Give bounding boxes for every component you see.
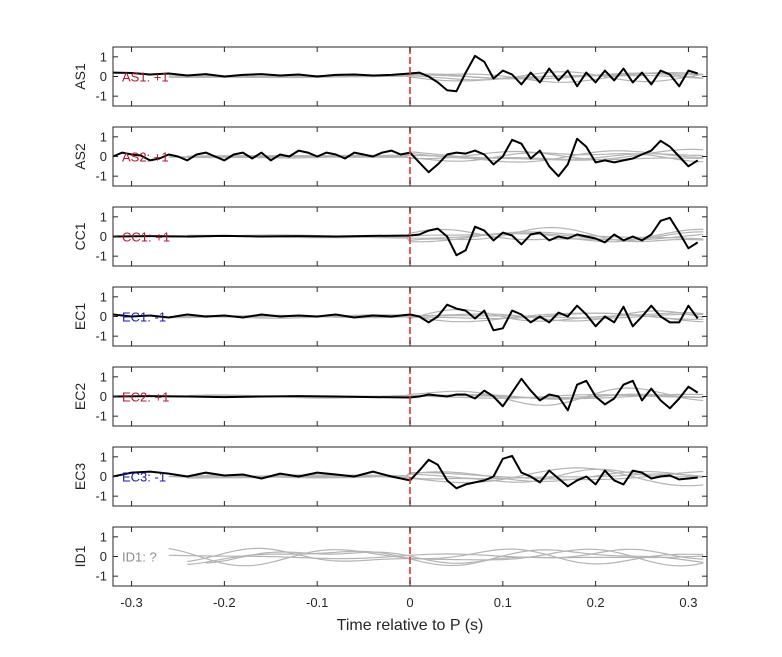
x-tick-label: -0.1 bbox=[306, 595, 328, 610]
y-tick-label: -1 bbox=[95, 409, 107, 424]
panel-as2: 1 0 -1 AS2 AS2: +1 bbox=[72, 126, 708, 187]
polarity-annotation: AS1: +1 bbox=[122, 70, 169, 85]
y-tick-label: 0 bbox=[100, 69, 107, 84]
polarity-annotation: AS2: +1 bbox=[122, 150, 169, 165]
grey-trace bbox=[168, 553, 704, 560]
grey-trace bbox=[187, 549, 704, 567]
x-tick-label: 0.3 bbox=[679, 595, 697, 610]
y-tick-label: 1 bbox=[100, 449, 107, 464]
panels-layer: 1 0 -1 AS1 AS1: +1 1 0 -1 AS2 AS2: +1 1 0 -1 CC1 CC1: … bbox=[72, 46, 708, 587]
waveform-line-cc1 bbox=[112, 216, 699, 257]
panel-as1: 1 0 -1 AS1 AS1: +1 bbox=[72, 46, 708, 107]
y-tick-label: 0 bbox=[100, 309, 107, 324]
panel-id1: 1 0 -1 ID1 ID1: ? bbox=[72, 526, 708, 587]
polarity-annotation: ID1: ? bbox=[122, 550, 157, 565]
y-tick-label: 1 bbox=[100, 129, 107, 144]
y-axis-label: AS1 bbox=[72, 63, 88, 90]
y-tick-label: 0 bbox=[100, 469, 107, 484]
grey-trace bbox=[168, 548, 704, 567]
y-tick-label: 0 bbox=[100, 229, 107, 244]
polarity-annotation: CC1: +1 bbox=[122, 230, 170, 245]
y-tick-label: 0 bbox=[100, 149, 107, 164]
grey-trace bbox=[187, 226, 704, 243]
y-tick-label: -1 bbox=[95, 89, 107, 104]
x-tick-label: -0.2 bbox=[213, 595, 235, 610]
y-tick-label: -1 bbox=[95, 489, 107, 504]
waveform-line-ec2 bbox=[112, 377, 699, 412]
polarity-annotation: EC2: +1 bbox=[122, 390, 169, 405]
y-tick-label: 1 bbox=[100, 369, 107, 384]
y-tick-label: 1 bbox=[100, 209, 107, 224]
x-tick-label: 0.1 bbox=[494, 595, 512, 610]
y-tick-label: 1 bbox=[100, 49, 107, 64]
polarity-annotation: EC1: -1 bbox=[122, 310, 166, 325]
grey-traces bbox=[168, 148, 704, 163]
waveform-line-ec3 bbox=[112, 454, 698, 490]
y-tick-label: -1 bbox=[95, 569, 107, 584]
grey-traces bbox=[168, 71, 704, 83]
panel-cc1: 1 0 -1 CC1 CC1: +1 bbox=[72, 206, 708, 267]
grey-trace bbox=[187, 547, 704, 565]
y-axis-label: EC1 bbox=[72, 303, 88, 330]
y-axis-label: EC3 bbox=[72, 463, 88, 490]
panel-ec2: 1 0 -1 EC2 EC2: +1 bbox=[72, 366, 708, 427]
x-tick-labels: -0.3 -0.2 -0.1 0 0.1 0.2 0.3 bbox=[120, 595, 697, 610]
y-axis-label: ID1 bbox=[72, 545, 88, 567]
panel-ec3: 1 0 -1 EC3 EC3: -1 bbox=[72, 446, 708, 507]
panel-ec1: 1 0 -1 EC1 EC1: -1 bbox=[72, 286, 708, 347]
y-tick-label: 0 bbox=[100, 389, 107, 404]
x-tick-label: 0.2 bbox=[587, 595, 605, 610]
x-tick-label: -0.3 bbox=[120, 595, 142, 610]
waveform-line-as2 bbox=[112, 137, 699, 178]
y-axis-label: EC2 bbox=[72, 383, 88, 410]
grey-traces bbox=[168, 547, 704, 567]
y-tick-label: -1 bbox=[95, 329, 107, 344]
y-tick-label: -1 bbox=[95, 169, 107, 184]
grey-trace bbox=[205, 470, 704, 481]
y-axis-label: CC1 bbox=[72, 222, 88, 250]
x-axis-label: Time relative to P (s) bbox=[337, 617, 484, 634]
polarity-annotation: EC3: -1 bbox=[122, 470, 166, 485]
grey-trace bbox=[168, 152, 704, 160]
y-axis-label: AS2 bbox=[72, 143, 88, 170]
y-tick-label: 1 bbox=[100, 289, 107, 304]
grey-trace bbox=[205, 148, 704, 161]
y-tick-label: 1 bbox=[100, 529, 107, 544]
y-tick-label: 0 bbox=[100, 549, 107, 564]
x-tick-label: 0 bbox=[406, 595, 413, 610]
waveform-line-ec1 bbox=[112, 303, 699, 332]
y-tick-label: -1 bbox=[95, 249, 107, 264]
waveform-line-as1 bbox=[112, 54, 698, 93]
